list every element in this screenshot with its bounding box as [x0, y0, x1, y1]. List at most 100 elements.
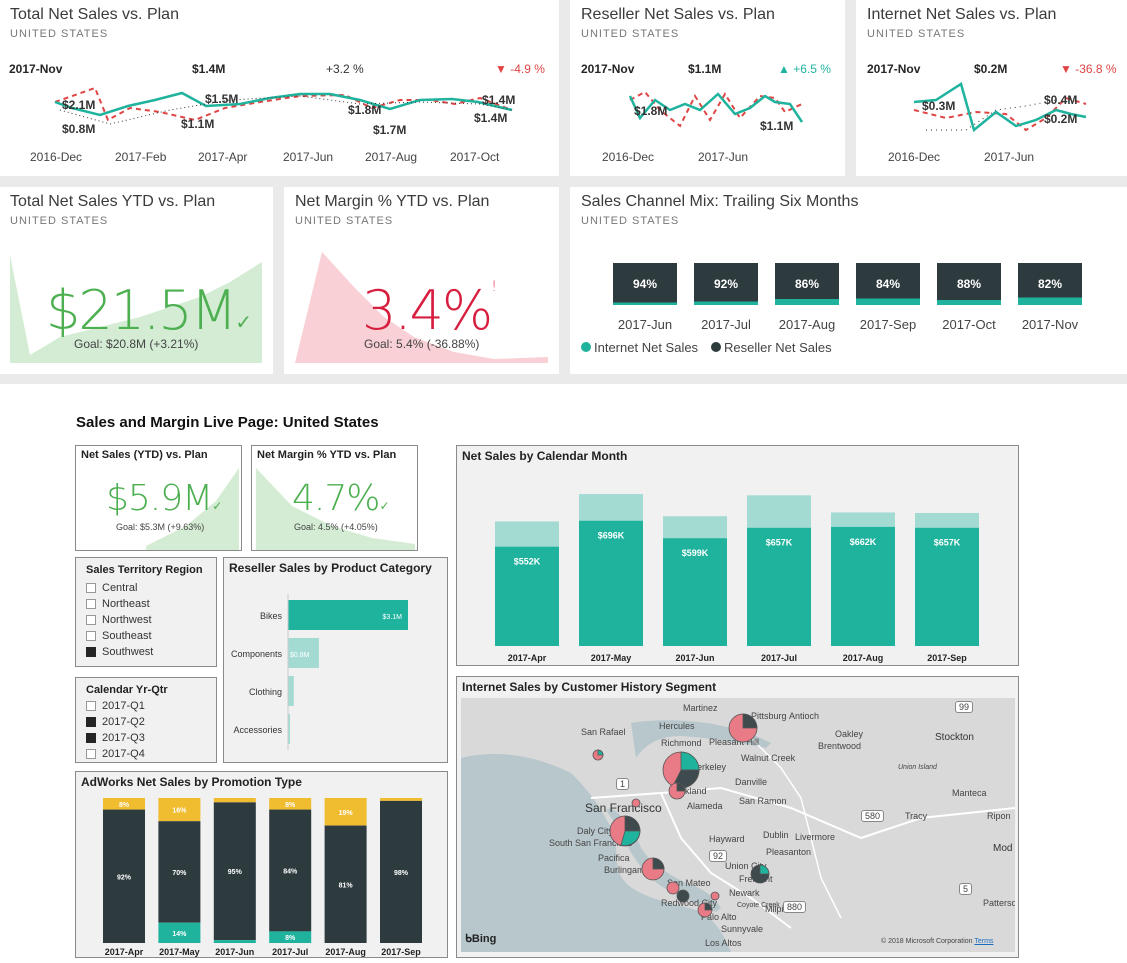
slicer-item[interactable]: 2017-Q4: [86, 748, 145, 760]
promo-segment: [158, 922, 201, 943]
checkbox[interactable]: [86, 701, 96, 712]
reseller-net-sales-tile[interactable]: Reseller Net Sales vs. Plan UNITED STATE…: [570, 0, 845, 176]
legend-reseller: Reseller Net Sales: [711, 340, 832, 355]
point-label: $1.1M: [760, 119, 794, 133]
card-value: $5.9M✓: [106, 478, 222, 519]
mix-bar[interactable]: 86%: [775, 263, 839, 305]
goal-text: Goal: 5.4% (-36.88%): [364, 337, 480, 351]
mix-value: 92%: [713, 277, 739, 291]
mix-bar[interactable]: 94%: [613, 263, 677, 305]
promo-value: 8%: [119, 802, 130, 809]
calendar-chart[interactable]: Net Sales by Calendar Month $552K 2017-Ap…: [456, 445, 1019, 666]
axis-label: 2016-Dec: [602, 150, 655, 164]
tile-title: Total Net Sales vs. Plan: [10, 6, 179, 23]
calendar-month-label: 2017-Aug: [843, 653, 884, 663]
slicer-item[interactable]: 2017-Q1: [86, 700, 145, 712]
checkbox[interactable]: [86, 749, 96, 760]
map-city: Union City: [725, 861, 767, 871]
map-city: South San Francisco: [549, 838, 633, 848]
calendar-value: $662K: [850, 537, 877, 547]
map-city: Alameda: [687, 801, 723, 811]
mix-bar[interactable]: 82%: [1018, 263, 1082, 305]
tile-subtitle: UNITED STATES: [10, 215, 109, 227]
checkbox[interactable]: [86, 583, 96, 594]
slicer-item-label: Southeast: [102, 630, 152, 642]
goal-text: Goal: $20.8M (+3.21%): [74, 337, 199, 351]
category-label: Components: [231, 649, 283, 659]
mix-value: 86%: [794, 277, 820, 291]
promo-value: 98%: [394, 870, 409, 877]
current-value: $0.2M: [974, 62, 1008, 76]
axis-label: 2016-Dec: [30, 150, 83, 164]
point-label: $1.4M: [474, 111, 508, 125]
checkbox[interactable]: [86, 733, 96, 744]
mix-bar[interactable]: 84%: [856, 263, 920, 305]
promo-value: 8%: [285, 802, 296, 809]
map-city: Hercules: [659, 721, 695, 731]
category-bar: [288, 714, 290, 744]
map-city: Mod: [993, 843, 1013, 854]
road-marker: 880: [783, 901, 807, 913]
map-city: Newark: [729, 888, 760, 898]
tile-title: Internet Net Sales vs. Plan: [867, 6, 1057, 23]
mix-bar[interactable]: 92%: [694, 263, 758, 305]
slicer-item[interactable]: Central: [86, 582, 137, 594]
map-city: San Ramon: [739, 796, 787, 806]
promo-segment: [213, 802, 256, 941]
total-net-sales-tile[interactable]: Total Net Sales vs. Plan UNITED STATES 2…: [0, 0, 559, 176]
map-city: Oakley: [835, 729, 864, 739]
map-city: Richmond: [661, 738, 702, 748]
slicer-item[interactable]: 2017-Q2: [86, 716, 145, 728]
calendar-value: $552K: [514, 557, 541, 567]
category-chart[interactable]: Reseller Sales by Product Category Bikes…: [223, 557, 448, 763]
checkbox[interactable]: [86, 615, 96, 626]
checkbox[interactable]: [86, 717, 96, 728]
promotion-chart[interactable]: AdWorks Net Sales by Promotion Type 8% 92…: [75, 771, 448, 958]
mix-month-label: 2017-Nov: [1021, 317, 1079, 332]
terms-link[interactable]: Terms: [974, 938, 994, 945]
legend-internet: Internet Net Sales: [581, 340, 698, 355]
calendar-bar-plan: [831, 512, 895, 527]
promo-month-label: 2017-Aug: [325, 947, 366, 957]
map-city: Hayward: [709, 834, 745, 844]
calendar-value: $657K: [766, 538, 793, 548]
slicer-item[interactable]: Northwest: [86, 614, 152, 626]
tile-title: Reseller Net Sales vs. Plan: [581, 6, 775, 23]
checkbox[interactable]: [86, 631, 96, 642]
bay-area-map[interactable]: Martinez Pittsburg Antioch Hercules San …: [461, 698, 1015, 952]
promo-segment: [324, 825, 367, 943]
map-city: San Francisco: [585, 801, 662, 815]
total-ytd-tile[interactable]: Total Net Sales YTD vs. Plan UNITED STAT…: [0, 187, 273, 374]
axis-label: 2017-Aug: [365, 150, 418, 164]
map-city: Manteca: [952, 788, 987, 798]
calendar-bar-plan: [915, 512, 979, 528]
slicer-item-label: 2017-Q2: [102, 716, 145, 728]
map-city: Stockton: [935, 732, 974, 743]
region-slicer[interactable]: Sales Territory Region Central Northeast N…: [75, 557, 217, 667]
down-arrow-icon: ▼: [495, 62, 507, 76]
promo-month-label: 2017-May: [159, 947, 200, 957]
checkbox[interactable]: [86, 599, 96, 610]
internet-net-sales-tile[interactable]: Internet Net Sales vs. Plan UNITED STATE…: [856, 0, 1127, 176]
slicer-item[interactable]: Southeast: [86, 630, 152, 642]
tile-title: Net Margin % YTD vs. Plan: [295, 193, 490, 210]
net-sales-card[interactable]: Net Sales (YTD) vs. Plan $5.9M✓ Goal: $5…: [75, 445, 242, 551]
margin-ytd-tile[interactable]: Net Margin % YTD vs. Plan UNITED STATES …: [284, 187, 559, 374]
channel-mix-tile[interactable]: Sales Channel Mix: Trailing Six Months U…: [570, 187, 1127, 374]
promo-segment: [158, 821, 201, 923]
promo-value: 95%: [228, 869, 243, 876]
mix-month-label: 2017-Jun: [617, 317, 673, 332]
promo-value: 14%: [172, 931, 187, 938]
slicer-item[interactable]: 2017-Q3: [86, 732, 145, 744]
mix-bar[interactable]: 88%: [937, 263, 1001, 305]
tile-subtitle: UNITED STATES: [10, 28, 109, 40]
net-margin-card[interactable]: Net Margin % YTD vs. Plan 4.7%✓ Goal: 4.…: [251, 445, 418, 551]
calendar-bar-plan: [495, 521, 559, 547]
mix-month-label: 2017-Jul: [701, 317, 751, 332]
category-bar: [288, 600, 408, 630]
quarter-slicer[interactable]: Calendar Yr-Qtr 2017-Q1 2017-Q2 2017-Q3 201…: [75, 677, 217, 763]
slicer-item[interactable]: Southwest: [86, 646, 153, 658]
slicer-item[interactable]: Northeast: [86, 598, 150, 610]
map-copyright: © 2018 Microsoft Corporation Terms: [881, 938, 994, 945]
checkbox[interactable]: [86, 647, 96, 658]
